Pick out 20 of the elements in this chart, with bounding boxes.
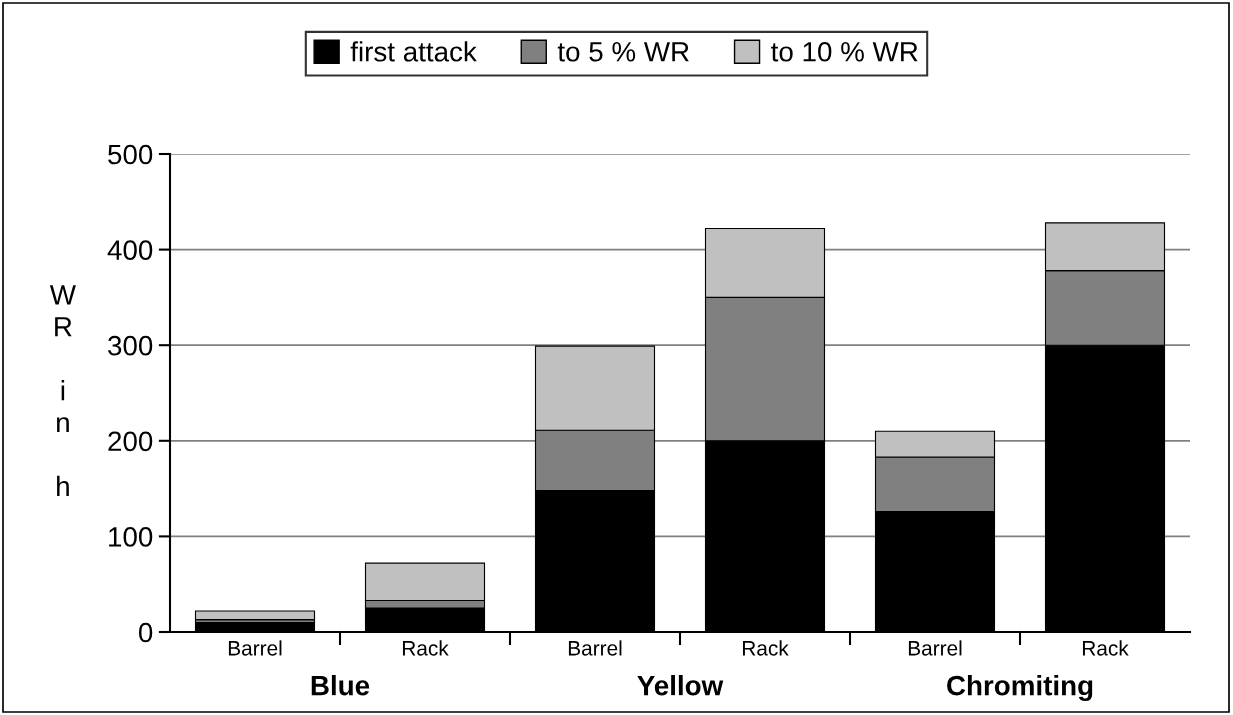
- y-tick-label: 0: [138, 622, 153, 643]
- legend-label: to 5 % WR: [557, 42, 689, 62]
- x-tick-label: Rack: [742, 640, 789, 656]
- text: WR in h: [49, 285, 76, 496]
- y-tick-label: 100: [109, 527, 153, 547]
- legend-label: first attack: [350, 41, 477, 62]
- y-tick-label: 400: [107, 240, 153, 260]
- y-tick-label: 300: [108, 335, 153, 356]
- x-tick-label: Barrel: [908, 640, 962, 656]
- x-tick-label: Rack: [1082, 640, 1129, 656]
- text: Blue: [311, 675, 370, 696]
- bar: [194, 610, 316, 621]
- text: Chromiting: [947, 675, 1093, 702]
- x-tick-label: Rack: [402, 640, 449, 656]
- y-tick-label: 200: [108, 431, 153, 452]
- legend-label: to 10 % WR: [771, 41, 918, 62]
- x-tick-label: Barrel: [228, 640, 282, 656]
- text: Yellow: [637, 675, 724, 696]
- x-tick-label: Barrel: [568, 640, 622, 656]
- y-tick-label: 500: [108, 144, 153, 165]
